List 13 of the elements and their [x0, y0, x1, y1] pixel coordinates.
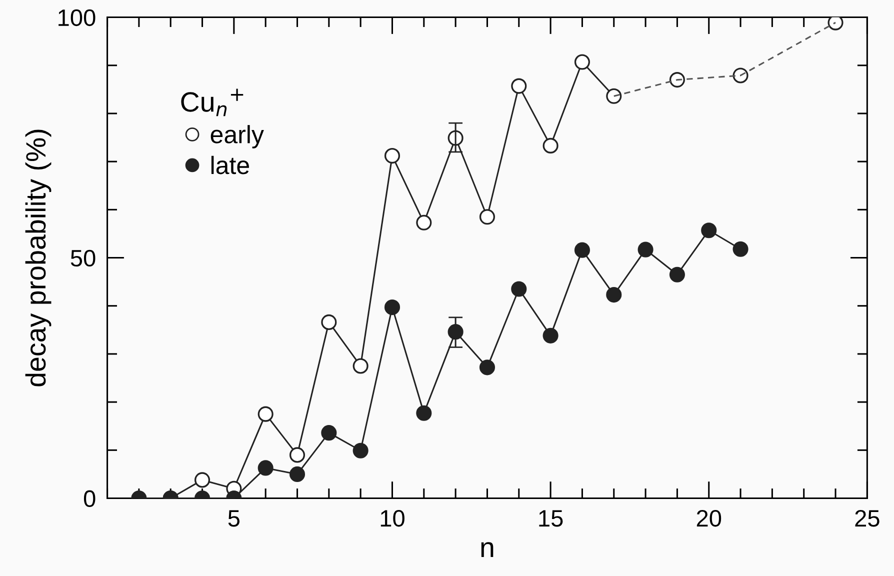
y-tick-label: 0	[84, 490, 96, 508]
y-tick-label: 100	[58, 9, 96, 26]
x-tick-label: 5	[228, 510, 240, 527]
y-tick-label: 50	[70, 250, 96, 267]
x-tick-label: 15	[539, 510, 563, 527]
legend-label: late	[211, 156, 249, 174]
legend-label: early	[210, 125, 264, 148]
y-axis-title: decay probability (%)	[25, 130, 52, 386]
legend-title: Cu$_{n}$$^{+}$	[181, 88, 244, 116]
x-tick-label: 25	[855, 510, 880, 527]
x-tick-label: 10	[380, 510, 404, 527]
x-tick-label: 20	[696, 510, 722, 527]
x-axis-title: n	[481, 542, 494, 558]
